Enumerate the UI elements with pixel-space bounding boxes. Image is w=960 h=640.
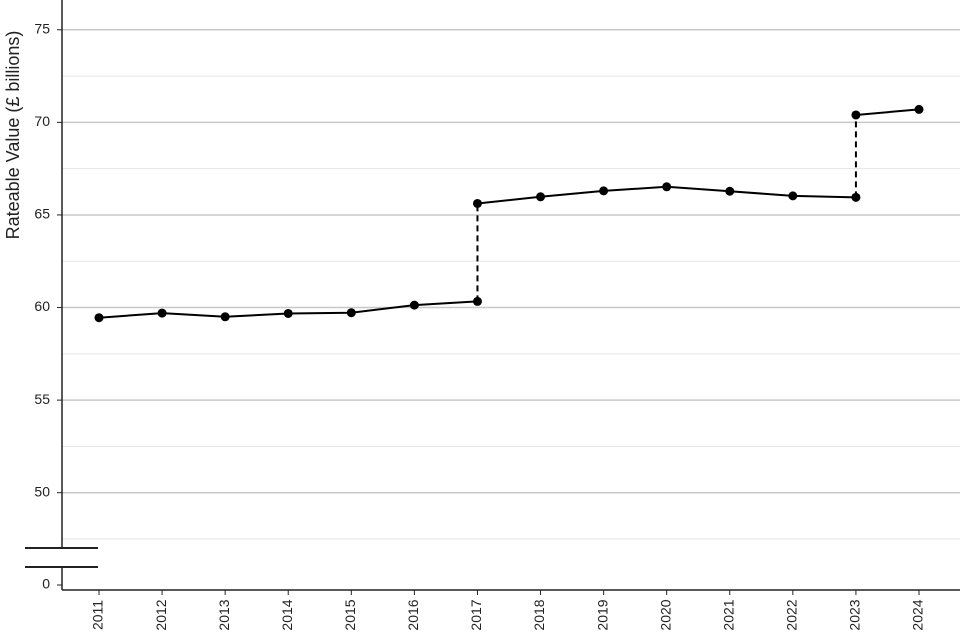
data-point xyxy=(472,296,482,306)
x-tick-label: 2024 xyxy=(910,599,926,630)
x-tick-label: 2012 xyxy=(153,599,169,630)
data-point xyxy=(220,312,230,322)
y-tick-label: 75 xyxy=(34,20,50,36)
data-point xyxy=(725,186,735,196)
data-point xyxy=(536,192,546,202)
data-point xyxy=(851,192,861,202)
y-tick-label: 60 xyxy=(34,298,50,314)
series-line xyxy=(855,108,920,116)
x-tick-label: 2014 xyxy=(279,599,295,630)
y-tick-label: 0 xyxy=(42,576,50,592)
y-tick-label: 65 xyxy=(34,206,50,222)
x-tick-label: 2022 xyxy=(784,599,800,630)
data-point xyxy=(788,191,798,201)
data-point xyxy=(409,300,419,310)
x-tick-label: 2011 xyxy=(90,600,106,630)
x-tick-label: 2020 xyxy=(657,599,673,630)
y-tick-label: 70 xyxy=(34,113,50,129)
data-point xyxy=(662,182,672,192)
x-tick-label: 2021 xyxy=(720,599,736,630)
x-tick-label: 2019 xyxy=(594,599,610,630)
data-point xyxy=(914,104,924,114)
y-tick-label: 55 xyxy=(34,391,50,407)
data-point xyxy=(472,198,482,208)
x-tick-label: 2016 xyxy=(405,599,421,630)
x-tick-label: 2015 xyxy=(342,599,358,630)
data-point xyxy=(283,308,293,318)
y-axis-label: Rateable Value (£ billions) xyxy=(3,31,23,240)
data-point xyxy=(851,110,861,120)
data-point xyxy=(157,308,167,318)
x-tick-label: 2013 xyxy=(216,599,232,630)
x-tick-label: 2017 xyxy=(468,599,484,630)
data-point xyxy=(599,186,609,196)
data-point xyxy=(346,308,356,318)
x-tick-label: 2018 xyxy=(531,599,547,630)
x-tick-label: 2023 xyxy=(847,599,863,630)
data-point xyxy=(94,313,104,323)
y-tick-label: 50 xyxy=(34,483,50,499)
